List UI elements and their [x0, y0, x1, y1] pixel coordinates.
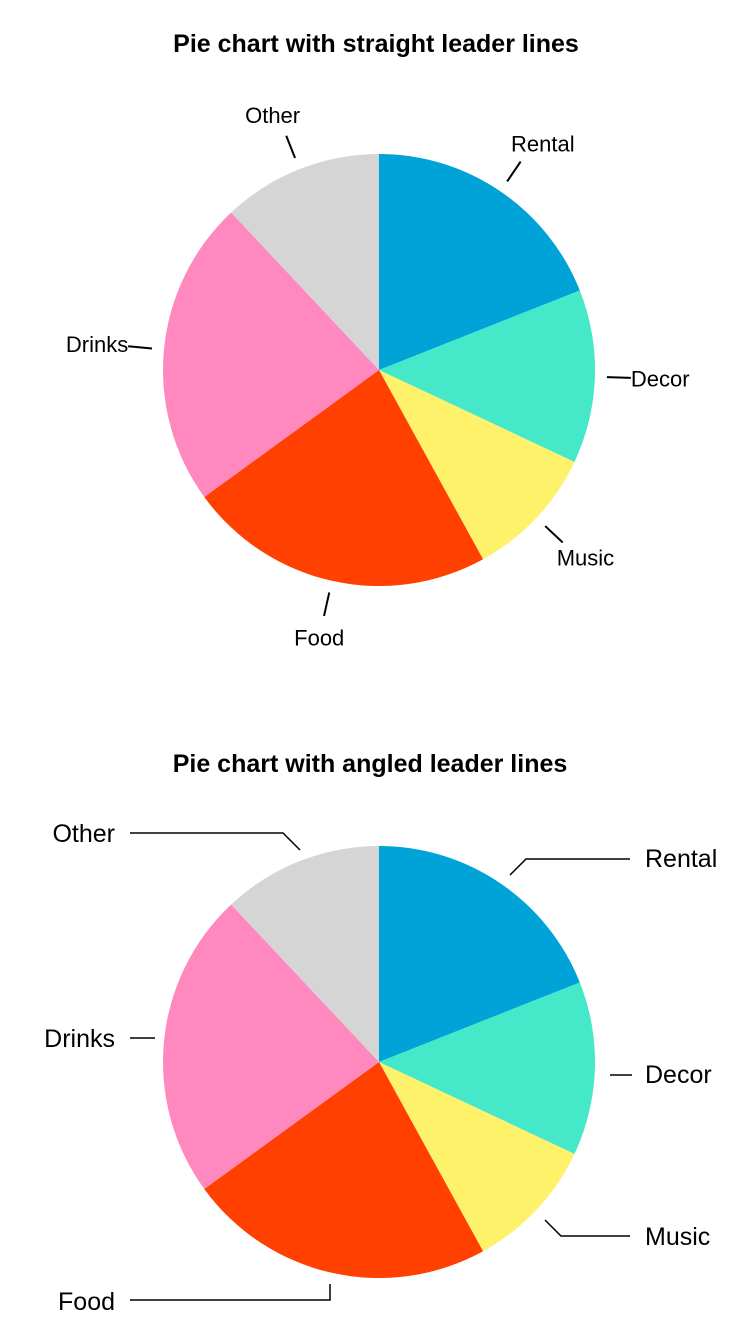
leader-line-music — [544, 1219, 630, 1237]
slice-decor — [379, 290, 595, 462]
slice-music — [379, 1062, 575, 1252]
label-decor: Decor — [631, 367, 690, 392]
label-rental: Rental — [511, 131, 575, 156]
label-music: Music — [557, 546, 614, 571]
slice-drinks — [162, 904, 379, 1189]
slice-rental — [379, 154, 580, 370]
label-drinks: Drinks — [44, 1025, 115, 1053]
leader-line-rental — [509, 858, 630, 876]
slice-other — [231, 846, 379, 1062]
leader-line-other — [285, 135, 296, 159]
chart-title-1: Pie chart with straight leader lines — [173, 30, 579, 58]
slice-food — [204, 370, 484, 586]
slice-music — [379, 370, 575, 560]
leader-line-drinks — [128, 345, 153, 350]
label-food: Food — [294, 625, 344, 650]
slice-rental — [379, 846, 580, 1062]
leader-line-food — [323, 592, 331, 617]
label-food: Food — [58, 1288, 115, 1316]
leader-line-rental — [506, 161, 522, 182]
label-drinks: Drinks — [66, 332, 128, 357]
slice-decor — [379, 982, 595, 1154]
label-decor: Decor — [645, 1061, 712, 1089]
slice-drinks — [163, 212, 379, 497]
leader-line-food — [130, 1284, 331, 1301]
label-other: Other — [245, 103, 300, 128]
leader-line-music — [544, 525, 564, 544]
label-other: Other — [52, 820, 115, 848]
leader-line-other — [130, 832, 301, 851]
leader-line-decor — [606, 376, 631, 379]
label-rental: Rental — [645, 845, 717, 873]
slice-other — [231, 154, 379, 370]
label-music: Music — [645, 1223, 710, 1251]
chart-title-2: Pie chart with angled leader lines — [173, 750, 568, 778]
slice-food — [204, 1062, 484, 1279]
